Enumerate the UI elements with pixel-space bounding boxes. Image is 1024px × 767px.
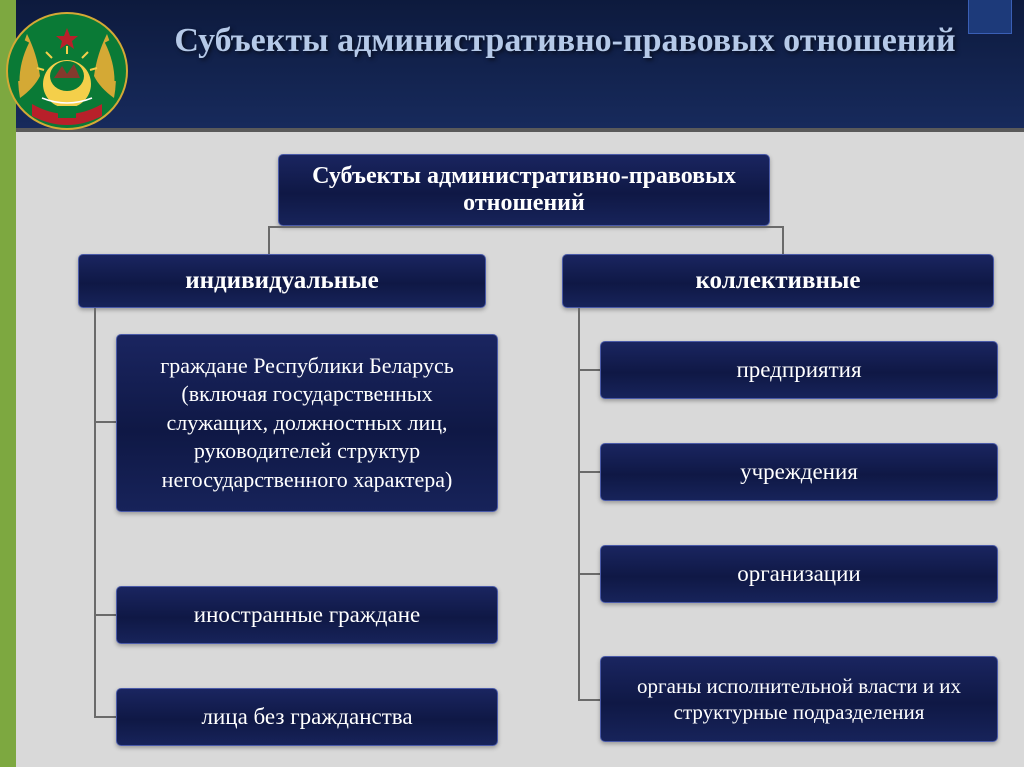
leaf-node: граждане Республики Беларусь (включая го… [116,334,498,512]
leaf-label: граждане Республики Беларусь (включая го… [129,352,485,495]
root-node: Субъекты административно-правовых отноше… [278,154,770,226]
category-node-individual: индивидуальные [78,254,486,308]
belarus-emblem-icon [2,6,132,136]
connector [578,308,580,701]
diagram-area: Субъекты административно-правовых отноше… [16,136,1024,767]
leaf-node: организации [600,545,998,603]
connector [94,716,116,718]
slide-title: Субъекты административно-правовых отноше… [166,18,964,64]
leaf-node: учреждения [600,443,998,501]
connector [578,573,600,575]
root-label: Субъекты административно-правовых отноше… [291,163,757,217]
leaf-node: органы исполнительной власти и их структ… [600,656,998,742]
leaf-label: организации [737,561,860,587]
category-node-collective: коллективные [562,254,994,308]
leaf-label: иностранные граждане [194,602,420,628]
connector [578,369,600,371]
connector [578,471,600,473]
connector [94,421,116,423]
leaf-label: учреждения [740,459,858,485]
leaf-label: предприятия [736,357,861,383]
category-label: коллективные [695,267,860,295]
slide-header: Субъекты административно-правовых отноше… [16,0,1024,132]
leaf-node: лица без гражданства [116,688,498,746]
connector [268,226,784,228]
leaf-label: органы исполнительной власти и их структ… [613,673,985,726]
connector [94,614,116,616]
leaf-node: иностранные граждане [116,586,498,644]
connector [94,308,96,718]
leaf-label: лица без гражданства [201,704,412,730]
connector [782,226,784,254]
corner-tab [968,0,1012,34]
leaf-node: предприятия [600,341,998,399]
connector [578,699,600,701]
category-label: индивидуальные [185,267,379,295]
connector [268,226,270,254]
